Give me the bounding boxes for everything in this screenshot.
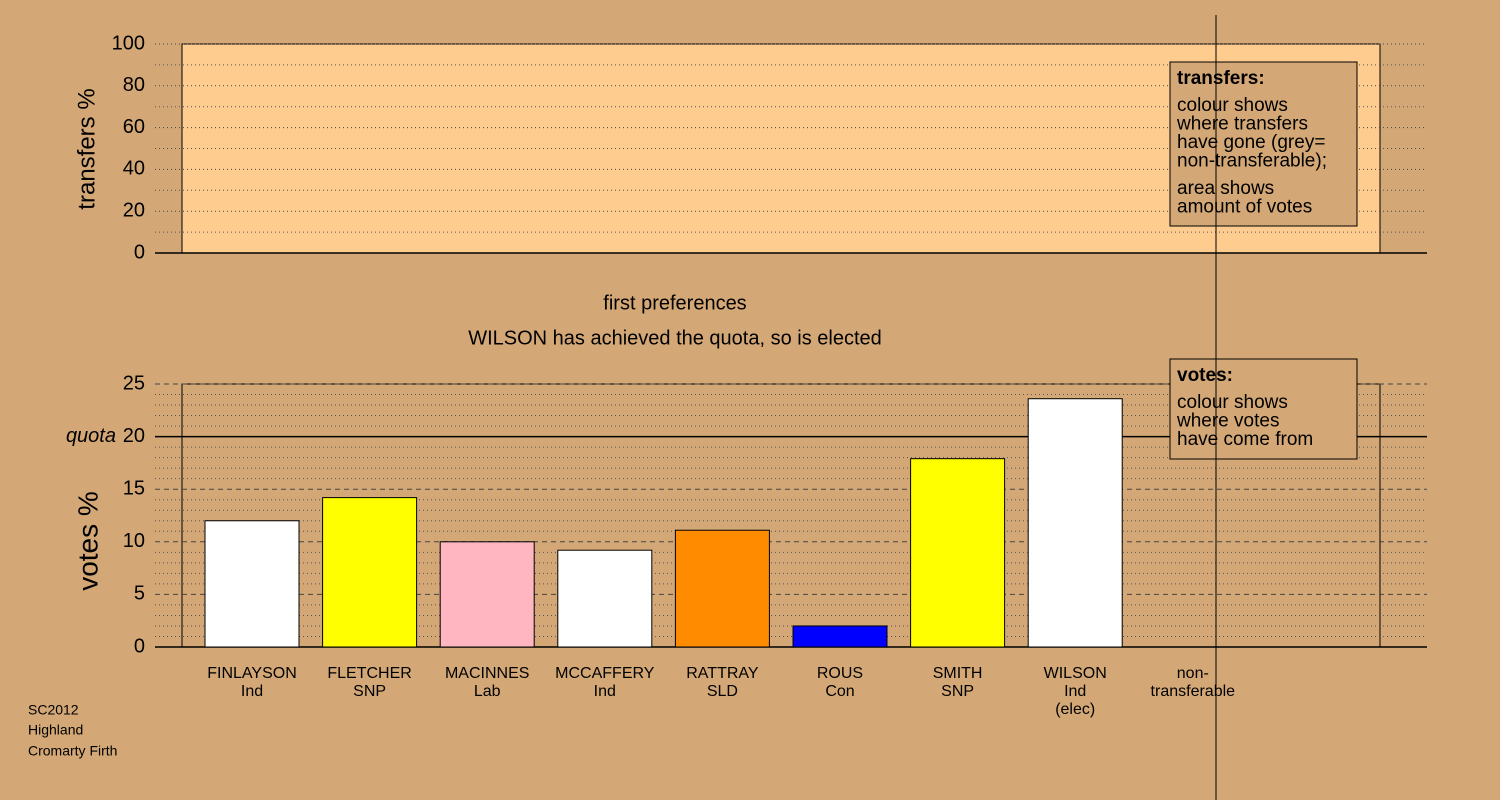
x-tick-label: Ind bbox=[1064, 683, 1086, 700]
footer-text: Cromarty Firth bbox=[28, 743, 117, 759]
bar bbox=[322, 497, 418, 648]
x-tick-label: Con bbox=[825, 683, 854, 700]
y-tick-label: 20 bbox=[123, 199, 145, 221]
x-tick-label: non- bbox=[1177, 665, 1209, 682]
y-axis-label: votes % bbox=[72, 491, 103, 591]
legend-text: colour shows bbox=[1177, 392, 1288, 413]
legend-text: have gone (grey= bbox=[1177, 132, 1325, 153]
x-tick-label: Lab bbox=[474, 683, 501, 700]
x-tick-label: FINLAYSON bbox=[207, 665, 297, 682]
legend-box bbox=[1169, 61, 1358, 227]
x-tick-label: MACINNES bbox=[445, 665, 529, 682]
x-tick-label: SNP bbox=[353, 683, 386, 700]
y-tick-label: 20 bbox=[123, 425, 145, 447]
footer-text: SC2012 bbox=[28, 702, 79, 718]
x-tick-label: SNP bbox=[941, 683, 974, 700]
y-tick-label: 0 bbox=[134, 635, 145, 657]
x-tick-label: transferable bbox=[1151, 683, 1236, 700]
y-tick-label: 25 bbox=[123, 372, 145, 394]
chart-subtitle: WILSON has achieved the quota, so is ele… bbox=[468, 327, 882, 349]
legend-text: area shows bbox=[1177, 178, 1274, 199]
x-tick-label: RATTRAY bbox=[686, 665, 759, 682]
legend-text: colour shows bbox=[1177, 95, 1288, 116]
x-tick-label: SLD bbox=[707, 683, 738, 700]
legend-text: amount of votes bbox=[1177, 197, 1312, 218]
bar bbox=[910, 458, 1006, 648]
y-tick-label: 40 bbox=[123, 158, 145, 180]
x-tick-label: WILSON bbox=[1044, 665, 1107, 682]
y-tick-label: 80 bbox=[123, 74, 145, 96]
bar bbox=[204, 520, 300, 648]
y-tick-label: 5 bbox=[134, 583, 145, 605]
legend-text: non-transferable); bbox=[1177, 151, 1327, 172]
chart-title: first preferences bbox=[603, 292, 746, 314]
legend-title: transfers: bbox=[1177, 68, 1265, 89]
x-tick-label: Ind bbox=[594, 683, 616, 700]
y-tick-label: 15 bbox=[123, 477, 145, 499]
legend-text: where votes bbox=[1176, 411, 1279, 432]
x-tick-label: Ind bbox=[241, 683, 263, 700]
quota-label: quota bbox=[66, 425, 116, 447]
y-axis-label: transfers % bbox=[73, 88, 100, 209]
footer-text: Highland bbox=[28, 722, 83, 738]
x-tick-label: ROUS bbox=[817, 665, 863, 682]
bar bbox=[439, 541, 535, 648]
legend-title: votes: bbox=[1177, 365, 1233, 386]
legend-text: where transfers bbox=[1176, 114, 1308, 135]
x-tick-label: (elec) bbox=[1055, 701, 1095, 718]
bar bbox=[1027, 398, 1123, 648]
y-tick-label: 60 bbox=[123, 116, 145, 138]
y-tick-label: 0 bbox=[134, 241, 145, 263]
bar bbox=[557, 549, 653, 648]
legend-box bbox=[1169, 358, 1358, 460]
x-tick-label: FLETCHER bbox=[327, 665, 411, 682]
bar bbox=[792, 625, 888, 648]
x-tick-label: SMITH bbox=[933, 665, 983, 682]
y-tick-label: 100 bbox=[112, 32, 145, 54]
bar bbox=[674, 529, 770, 648]
x-tick-label: MCCAFFERY bbox=[555, 665, 655, 682]
legend-text: have come from bbox=[1177, 429, 1313, 450]
y-tick-label: 10 bbox=[123, 530, 145, 552]
